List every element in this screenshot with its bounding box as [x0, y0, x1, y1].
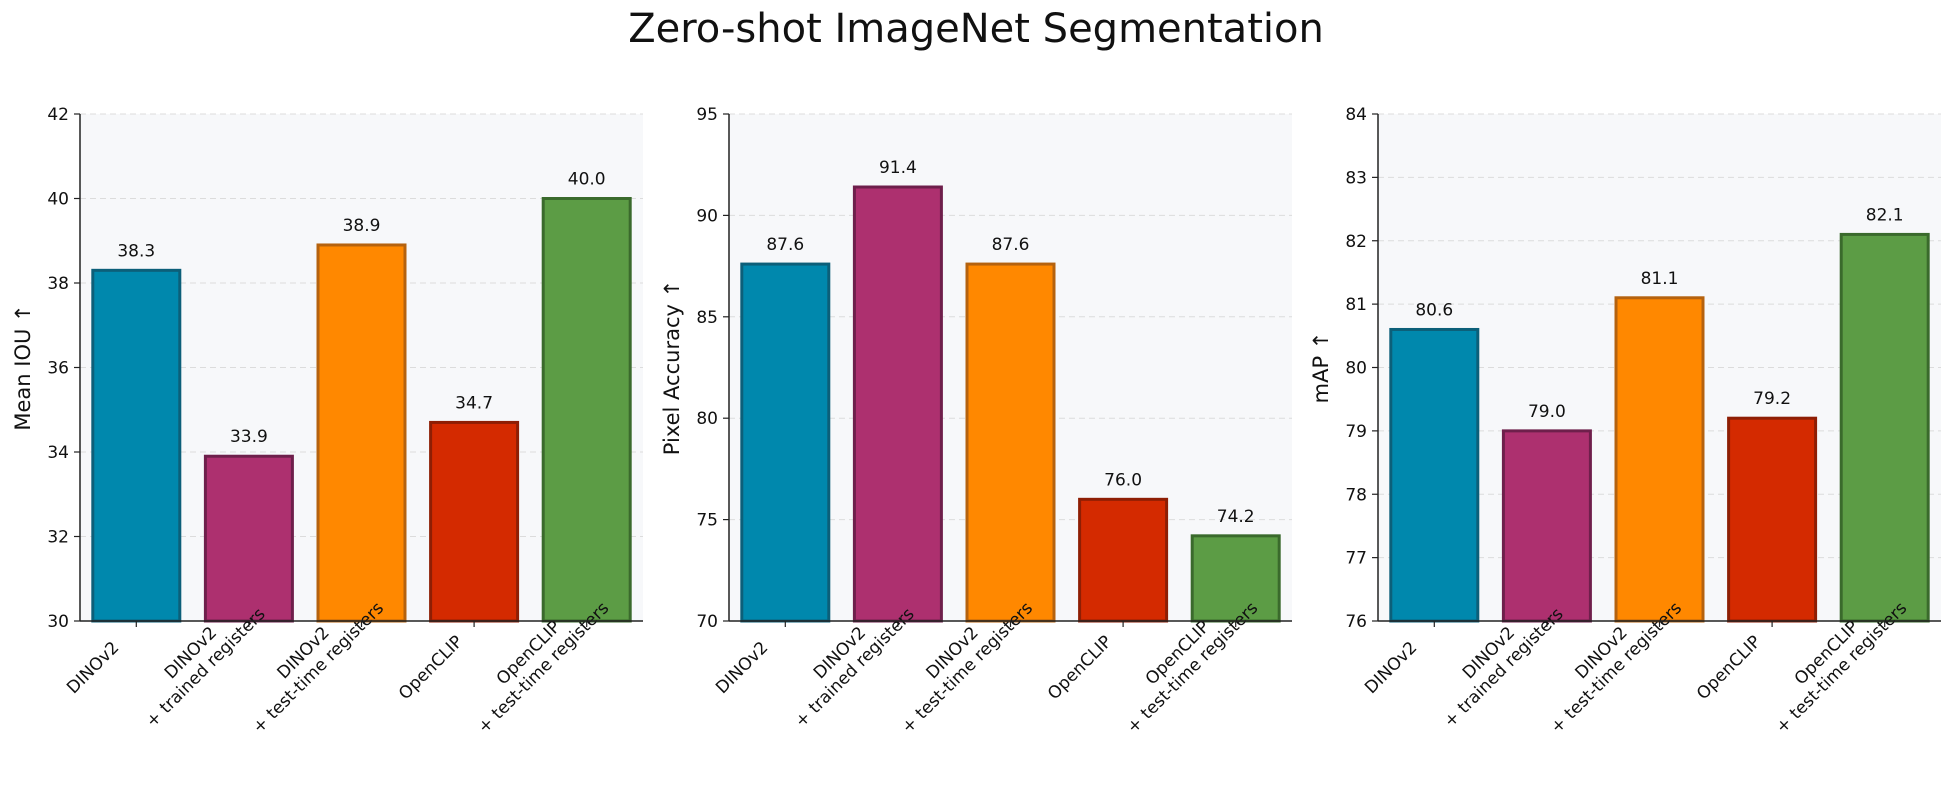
- bar: [1078, 497, 1169, 623]
- bar: [1839, 232, 1930, 623]
- data-label: 82.1: [1866, 205, 1904, 225]
- x-tick-label-line: OpenCLIP: [1044, 632, 1116, 704]
- data-label: 87.6: [992, 235, 1030, 255]
- bar: [1190, 534, 1281, 623]
- y-tick-label: 81: [1345, 295, 1367, 315]
- data-label: 79.2: [1753, 389, 1791, 409]
- x-tick-label-line: DINOv2: [1361, 638, 1421, 698]
- y-axis-label: mAP ↑: [1309, 332, 1333, 404]
- x-tick-label: DINOv2: [1361, 638, 1421, 698]
- y-axis-label: Pixel Accuracy ↑: [660, 280, 684, 455]
- y-tick-label: 95: [696, 105, 718, 125]
- y-tick-label: 40: [47, 190, 69, 210]
- data-label: 91.4: [879, 158, 917, 178]
- bar: [1727, 416, 1818, 623]
- bar: [965, 262, 1056, 623]
- x-tick-label-line: OpenCLIP: [1693, 632, 1765, 704]
- y-tick-label: 80: [1345, 359, 1367, 379]
- y-tick-label: 32: [47, 528, 69, 548]
- y-tick-label: 75: [696, 511, 718, 531]
- bar: [316, 243, 407, 623]
- data-label: 40.0: [568, 170, 606, 190]
- x-tick-label: DINOv2: [63, 638, 123, 698]
- figure-title: Zero-shot ImageNet Segmentation: [628, 6, 1324, 52]
- bar: [541, 197, 632, 623]
- x-tick-label: DINOv2: [712, 638, 772, 698]
- y-tick-label: 82: [1345, 232, 1367, 252]
- bar: [429, 420, 520, 623]
- bar: [1614, 296, 1705, 623]
- y-tick-label: 42: [47, 105, 69, 125]
- x-tick-label-line: OpenCLIP: [395, 632, 467, 704]
- data-label: 76.0: [1104, 470, 1142, 490]
- data-label: 38.9: [343, 216, 381, 236]
- data-label: 87.6: [766, 235, 804, 255]
- data-label: 81.1: [1641, 269, 1679, 289]
- y-axis-label: Mean IOU ↑: [11, 304, 35, 430]
- data-label: 33.9: [230, 427, 268, 447]
- data-label: 74.2: [1217, 507, 1255, 527]
- x-tick-label: OpenCLIP: [1693, 632, 1765, 704]
- bar: [1501, 429, 1592, 623]
- y-tick-label: 38: [47, 274, 69, 294]
- y-tick-label: 90: [696, 206, 718, 226]
- x-tick-label-line: DINOv2: [712, 638, 772, 698]
- y-tick-label: 80: [696, 409, 718, 429]
- y-tick-label: 76: [1345, 612, 1367, 632]
- bar: [852, 185, 943, 623]
- bar: [740, 262, 831, 623]
- y-tick-label: 34: [47, 443, 69, 463]
- chart-panel-3: 76777879808182838480.6DINOv279.0DINOv2+ …: [1309, 105, 1941, 737]
- y-tick-label: 30: [47, 612, 69, 632]
- x-tick-label: OpenCLIP: [395, 632, 467, 704]
- bar: [91, 268, 182, 623]
- data-label: 79.0: [1528, 402, 1566, 422]
- y-tick-label: 85: [696, 308, 718, 328]
- y-tick-label: 83: [1345, 168, 1367, 188]
- y-tick-label: 79: [1345, 422, 1367, 442]
- y-tick-label: 36: [47, 359, 69, 379]
- y-tick-label: 78: [1345, 485, 1367, 505]
- y-tick-label: 77: [1345, 549, 1367, 569]
- x-tick-label-line: DINOv2: [63, 638, 123, 698]
- bar: [1389, 327, 1480, 623]
- y-tick-label: 70: [696, 612, 718, 632]
- y-tick-label: 84: [1345, 105, 1367, 125]
- data-label: 80.6: [1415, 300, 1453, 320]
- data-label: 34.7: [455, 393, 493, 413]
- x-tick-label: OpenCLIP: [1044, 632, 1116, 704]
- bar: [203, 454, 294, 623]
- data-label: 38.3: [117, 241, 155, 261]
